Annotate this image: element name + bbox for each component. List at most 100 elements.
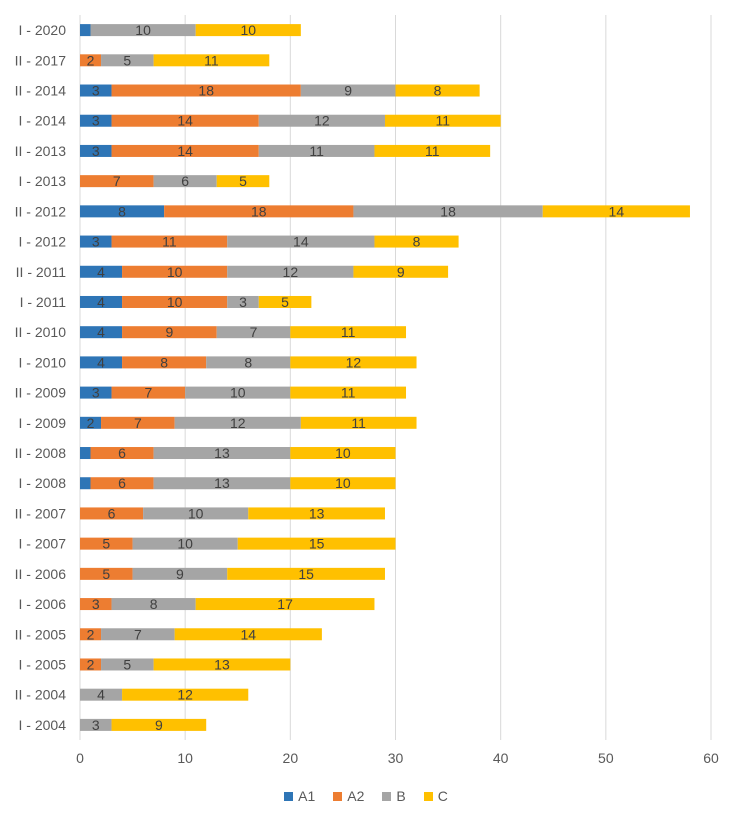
bar-c: [374, 235, 459, 248]
data-label: 9: [176, 566, 184, 582]
data-label: 11: [425, 143, 440, 159]
y-category-label: I - 2020: [19, 22, 67, 38]
data-label: 3: [92, 717, 100, 733]
bar-a2: [80, 175, 154, 188]
legend-swatch: [284, 791, 294, 801]
bar-b: [153, 477, 291, 490]
bar-a2: [164, 205, 354, 218]
bar-c: [374, 144, 491, 157]
data-label: 6: [108, 505, 116, 521]
bar-c: [290, 326, 407, 339]
data-label: 17: [277, 596, 293, 612]
bar-c: [174, 628, 322, 641]
data-label: 11: [351, 415, 366, 431]
data-label: 10: [335, 445, 351, 461]
data-label: 6: [181, 173, 189, 189]
data-label: 8: [118, 203, 126, 219]
y-category-label: I - 2008: [19, 475, 67, 491]
data-label: 4: [97, 324, 105, 340]
x-tick-label: 30: [388, 750, 404, 766]
y-category-label: II - 2010: [15, 324, 67, 340]
bar-a2: [122, 295, 228, 308]
bar-c: [122, 688, 249, 701]
y-category-label: II - 2014: [15, 83, 67, 99]
y-category-label: I - 2009: [19, 415, 67, 431]
bar-a1: [80, 24, 91, 37]
bar-a1: [80, 295, 123, 308]
data-label: 13: [214, 445, 230, 461]
y-category-label: II - 2006: [15, 566, 67, 582]
bar-b: [80, 718, 112, 731]
x-tick-label: 20: [283, 750, 299, 766]
y-category-label: II - 2011: [16, 264, 67, 280]
data-label: 4: [97, 264, 105, 280]
data-label: 11: [204, 52, 219, 68]
data-label: 13: [214, 656, 230, 672]
data-label: 14: [177, 143, 193, 159]
data-label: 15: [298, 566, 314, 582]
bar-b: [227, 265, 354, 278]
bar-b: [143, 507, 249, 520]
bar-a2: [80, 658, 102, 671]
bar-a2: [80, 507, 144, 520]
data-label: 13: [309, 505, 325, 521]
data-label: 3: [239, 294, 247, 310]
bar-c: [111, 718, 207, 731]
y-category-label: I - 2011: [20, 294, 67, 310]
data-label: 10: [167, 264, 183, 280]
y-category-label: I - 2014: [19, 113, 67, 129]
data-label: 12: [314, 113, 330, 129]
data-label: 5: [239, 173, 247, 189]
data-label: 11: [436, 113, 451, 129]
y-category-label: II - 2004: [15, 687, 67, 703]
bar-b: [80, 688, 123, 701]
bar-b: [353, 205, 543, 218]
bar-a2: [111, 84, 301, 97]
data-label: 5: [102, 566, 110, 582]
data-label: 14: [240, 626, 256, 642]
data-label: 3: [92, 143, 100, 159]
data-label: 14: [609, 203, 625, 219]
bar-a2: [80, 567, 133, 580]
bar-c: [542, 205, 690, 218]
legend-swatch: [423, 791, 433, 801]
bar-b: [300, 84, 396, 97]
y-category-label: I - 2013: [19, 173, 67, 189]
y-category-label: I - 2004: [19, 717, 67, 733]
y-category-label: I - 2010: [19, 354, 67, 370]
bar-a1: [80, 326, 123, 339]
legend-label: A1: [298, 788, 316, 804]
legend-label: B: [396, 788, 406, 804]
bar-b: [174, 416, 301, 429]
y-category-label: II - 2005: [15, 626, 67, 642]
bar-c: [290, 386, 407, 399]
data-label: 4: [97, 687, 105, 703]
data-label: 10: [188, 505, 204, 521]
bar-a2: [80, 598, 112, 611]
bar-c: [395, 84, 480, 97]
data-label: 11: [341, 324, 356, 340]
bar-a2: [80, 628, 102, 641]
bar-b: [185, 386, 291, 399]
bar-c: [237, 537, 396, 550]
bar-a2: [111, 235, 228, 248]
data-label: 9: [344, 83, 352, 99]
data-label: 2: [87, 415, 95, 431]
bar-b: [227, 295, 259, 308]
x-tick-label: 0: [76, 750, 84, 766]
bar-a2: [90, 447, 154, 460]
data-label: 3: [92, 385, 100, 401]
y-category-label: II - 2008: [15, 445, 67, 461]
data-label: 12: [283, 264, 299, 280]
bar-a1: [80, 416, 102, 429]
data-label: 8: [160, 354, 168, 370]
bar-a1: [80, 205, 165, 218]
bar-c: [300, 416, 417, 429]
data-label: 12: [230, 415, 246, 431]
data-label: 10: [230, 385, 246, 401]
y-category-label: II - 2007: [15, 505, 67, 521]
bar-b: [101, 54, 154, 67]
data-label: 14: [177, 113, 193, 129]
data-label: 11: [162, 234, 177, 250]
